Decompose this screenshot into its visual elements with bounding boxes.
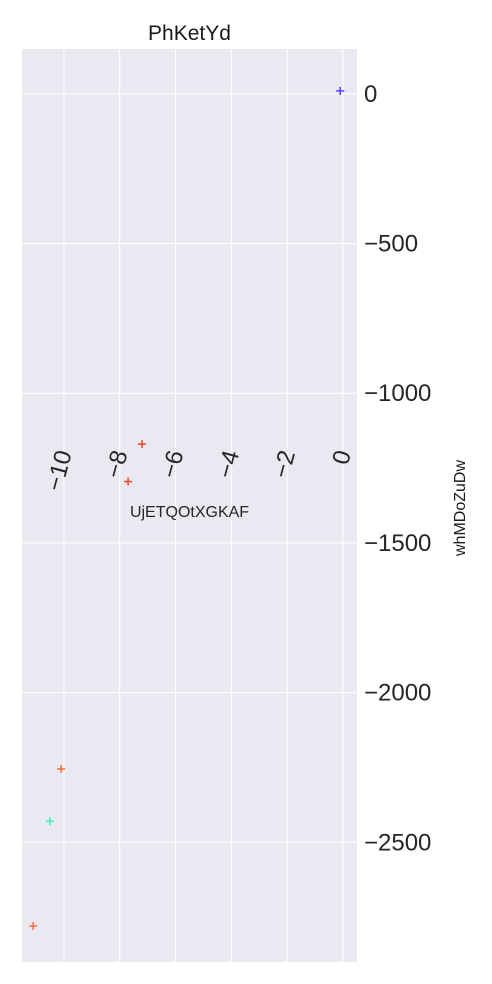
x-tick-labels: −10 −8 −6 −4 −2 0: [41, 448, 357, 494]
data-point: [29, 922, 38, 931]
y-tick-label: −1000: [364, 380, 431, 407]
data-point: [336, 86, 345, 95]
chart-title: PhKetYd: [148, 22, 231, 45]
y-tick-label: −500: [364, 231, 418, 258]
data-point: [57, 764, 66, 773]
grid-lines: [22, 49, 357, 962]
data-point: [138, 440, 147, 449]
y-tick-label: −2000: [364, 680, 431, 707]
y-tick-label: −1500: [364, 530, 431, 557]
data-point: [124, 477, 133, 486]
plot-area: [22, 49, 357, 962]
y-axis-label: whMDoZuDw: [452, 460, 469, 557]
y-tick-labels: 0 −500 −1000 −1500 −2000 −2500: [364, 81, 431, 856]
data-point: [45, 817, 54, 826]
y-tick-label: −2500: [364, 829, 431, 856]
y-tick-label: 0: [364, 81, 377, 108]
x-axis-label: UjETQOtXGKAF: [130, 504, 249, 521]
data-points: [29, 86, 345, 931]
